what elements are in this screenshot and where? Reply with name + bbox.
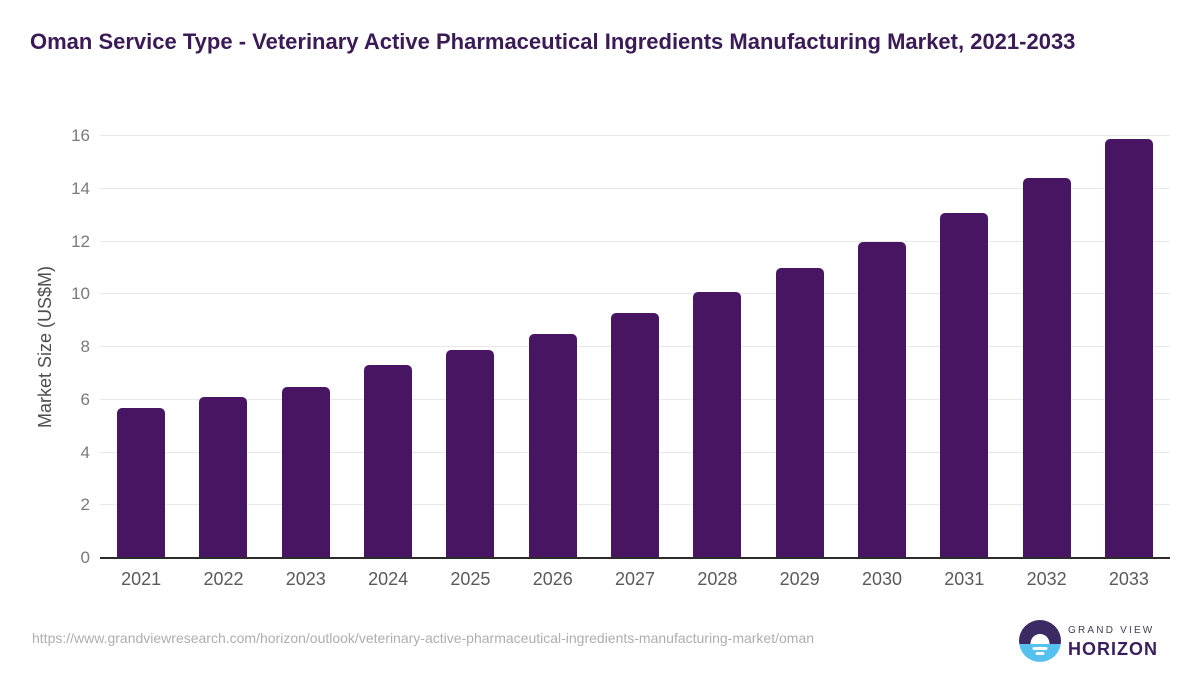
x-label-2027: 2027 [615, 569, 656, 589]
x-label-2024: 2024 [368, 569, 409, 589]
logo-sun-icon [1030, 633, 1050, 644]
x-label-2022: 2022 [203, 569, 244, 589]
x-label-2026: 2026 [532, 569, 573, 589]
x-axis-line [100, 557, 1170, 559]
bar-slot-2028 [676, 136, 758, 558]
bar-2028 [693, 291, 742, 558]
bar-2029 [775, 267, 824, 558]
bar-slot-2021 [100, 136, 182, 558]
x-label-2033: 2033 [1108, 569, 1149, 589]
bar-2033 [1104, 138, 1153, 558]
gridline-12 [100, 240, 1170, 242]
bar-slot-2024 [347, 136, 429, 558]
x-label-2025: 2025 [450, 569, 491, 589]
y-tick-0: 0 [80, 548, 90, 567]
bar-slot-2027 [594, 136, 676, 558]
y-tick-8: 8 [80, 337, 90, 356]
plot-area [100, 135, 1170, 559]
x-label-2032: 2032 [1026, 569, 1067, 589]
bar-slot-2025 [429, 136, 511, 558]
bar-2022 [199, 397, 248, 558]
bar-slot-2032 [1005, 136, 1087, 558]
bar-2025 [446, 349, 495, 558]
y-tick-14: 14 [71, 178, 90, 198]
bar-slot-2033 [1088, 136, 1170, 558]
logo-reflection-dash [1035, 651, 1045, 655]
bar-slot-2029 [759, 136, 841, 558]
x-label-2028: 2028 [697, 569, 738, 589]
x-label-2030: 2030 [861, 569, 902, 589]
source-url: https://www.grandviewresearch.com/horizo… [32, 630, 815, 646]
gridline-16 [100, 135, 1170, 136]
y-tick-12: 12 [71, 231, 90, 251]
x-label-2021: 2021 [121, 569, 162, 589]
bar-2026 [528, 333, 577, 558]
bar-slot-2031 [923, 136, 1005, 558]
bar-slot-2026 [512, 136, 594, 558]
page-title: Oman Service Type - Veterinary Active Ph… [30, 29, 1076, 54]
bar-slot-2030 [841, 136, 923, 558]
bar-2024 [364, 365, 413, 558]
bar-2021 [117, 407, 166, 558]
x-axis-tick-labels: 2021 2022 2023 2024 2025 2026 2027 2028 2029 2030… [100, 569, 1170, 590]
bar-slot-2022 [182, 136, 264, 558]
bar-2027 [611, 312, 660, 558]
horizon-sun-circle-icon [1019, 620, 1061, 662]
y-axis-tick-labels: 0 2 4 6 8 10 12 14 16 [0, 126, 90, 567]
logo-horizon-text: HORIZON [1068, 639, 1158, 659]
gridline-10 [100, 293, 1170, 295]
bar-2031 [940, 212, 989, 558]
logo-grand-view-text: GRAND VIEW [1068, 625, 1155, 636]
y-tick-4: 4 [80, 442, 90, 462]
x-label-2029: 2029 [779, 569, 820, 589]
bar-2030 [857, 241, 906, 558]
bar-series [100, 136, 1170, 558]
bar-2032 [1022, 178, 1071, 558]
y-tick-10: 10 [71, 284, 90, 304]
logo-sea-half [1019, 643, 1061, 662]
bar-slot-2023 [265, 136, 347, 558]
gridline-14 [100, 187, 1170, 189]
y-tick-2: 2 [80, 495, 90, 515]
x-label-2031: 2031 [944, 569, 985, 589]
logo-sky-half [1019, 620, 1061, 644]
y-tick-16: 16 [71, 126, 90, 145]
brand-logo: GRAND VIEW HORIZON [1019, 620, 1164, 664]
logo-text: GRAND VIEW HORIZON [1068, 625, 1158, 660]
logo-reflection-dash [1032, 646, 1048, 650]
y-tick-6: 6 [80, 389, 90, 409]
bar-2023 [281, 386, 330, 558]
x-label-2023: 2023 [285, 569, 326, 589]
